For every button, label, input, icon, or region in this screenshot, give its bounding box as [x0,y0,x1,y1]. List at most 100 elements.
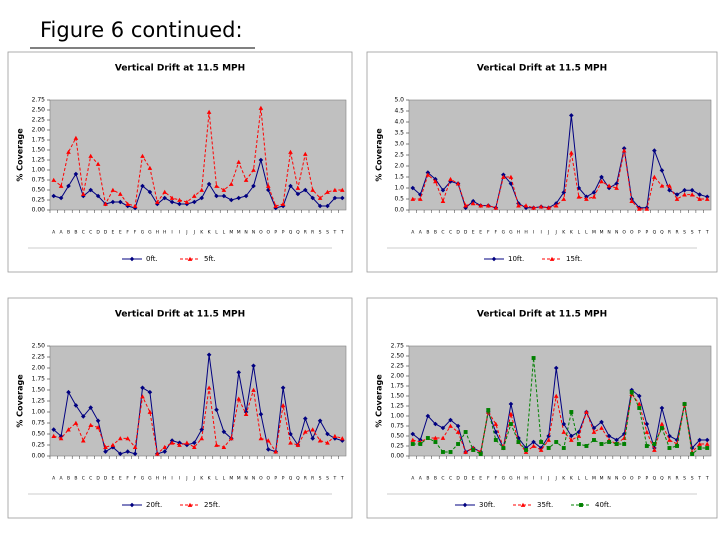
data-point [295,185,301,190]
data-point [125,436,130,441]
data-point [659,183,665,188]
data-point [486,408,491,412]
data-point [561,446,566,450]
data-point [66,427,71,432]
data-point [243,411,249,417]
x-tick-label: H [517,230,520,236]
y-tick-label: 1.00 [32,167,46,174]
data-point [455,423,461,429]
data-point [553,203,559,208]
x-tick-label: L [578,230,581,236]
x-tick-label: J [555,230,557,236]
x-tick-label: K [570,476,574,482]
x-tick-label: R [668,476,671,482]
x-tick-label: R [668,230,671,236]
x-tick-label: C [82,230,85,236]
data-point [697,437,702,443]
data-point [704,437,710,443]
legend-label: 30ft. [479,501,495,509]
y-tick-label: 1.50 [32,147,46,154]
data-point [546,205,551,210]
x-tick-label: P [274,230,277,236]
y-tick-label: 1.75 [32,376,46,383]
y-tick-label: 0.25 [391,443,405,450]
data-point [95,425,101,430]
y-tick-label: 1.50 [32,387,46,394]
x-tick-label: S [683,476,686,482]
y-axis-label: % Coverage [16,374,25,428]
data-point [531,443,536,448]
data-point [177,197,182,202]
x-tick-label: P [282,476,285,482]
x-tick-label: R [311,476,314,482]
x-tick-label: D [464,476,468,482]
data-point [599,425,604,430]
data-point [221,429,227,435]
y-tick-label: 0.75 [32,420,46,427]
y-tick-label: 1.25 [32,398,46,405]
data-point [81,438,86,443]
y-axis-label: % Coverage [16,128,25,182]
data-point [288,149,293,154]
data-point [569,437,574,442]
x-tick-label: Q [289,476,293,482]
x-tick-label: F [487,230,490,236]
data-point [317,418,323,424]
data-point [81,414,86,419]
data-point [667,437,672,442]
data-point [317,195,323,200]
data-point [251,183,256,189]
x-tick-label: T [340,230,344,236]
data-point [288,440,293,445]
x-tick-label: K [208,476,212,482]
x-tick-label: I [179,476,180,482]
legend-label: 15ft. [566,255,582,263]
data-point [516,440,521,444]
legend-marker [579,503,583,507]
data-point [523,203,529,208]
y-axis-label: % Coverage [375,374,384,428]
data-point [162,195,167,201]
data-point [340,187,345,192]
data-point [51,177,56,182]
data-point [576,194,582,199]
x-tick-label: Q [296,230,300,236]
x-tick-label: F [126,476,129,482]
y-tick-label: 0.25 [32,442,46,449]
data-point [614,437,619,443]
data-point [508,422,513,426]
data-point [576,185,582,191]
data-point [169,440,175,445]
data-point [162,189,167,194]
x-tick-label: N [607,476,610,482]
x-tick-label: K [200,476,204,482]
data-point [606,183,612,188]
x-tick-label: E [111,230,114,236]
x-tick-label: J [555,476,557,482]
x-tick-label: B [67,230,70,236]
x-tick-label: M [237,230,241,236]
data-point [682,187,687,193]
x-tick-label: M [592,230,596,236]
legend-label: 0ft. [146,255,158,263]
data-point [569,433,574,439]
data-point [88,153,93,158]
x-tick-label: O [622,230,626,236]
x-tick-label: A [52,476,56,482]
x-tick-label: T [697,230,701,236]
data-point [621,148,627,153]
data-point [591,190,597,195]
data-point [614,181,619,186]
data-point [243,193,249,199]
slide-title: Figure 6 continued: [40,18,243,42]
data-point [704,441,710,446]
data-point [258,157,264,163]
data-point [88,187,93,193]
x-tick-label: P [645,230,648,236]
x-tick-label: P [638,230,641,236]
data-point [410,185,416,191]
x-tick-label: J [185,476,187,482]
data-point [501,174,506,179]
x-tick-label: R [311,230,314,236]
x-tick-label: G [509,230,513,236]
